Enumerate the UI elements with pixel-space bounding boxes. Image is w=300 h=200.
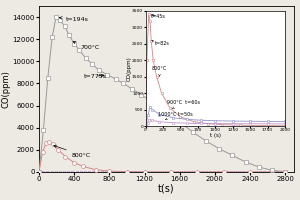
Text: t=194s: t=194s <box>59 17 88 22</box>
Text: t=45s: t=45s <box>151 14 166 19</box>
Y-axis label: CO(ppm): CO(ppm) <box>2 70 11 108</box>
Text: 800°C: 800°C <box>54 145 91 158</box>
Text: 1000°C t=50s: 1000°C t=50s <box>158 112 193 120</box>
Text: 800°C: 800°C <box>152 66 167 77</box>
Text: t=82s: t=82s <box>152 40 170 46</box>
X-axis label: t(s): t(s) <box>158 184 175 194</box>
Text: 700°C: 700°C <box>73 41 100 50</box>
Text: 900°C  t=60s: 900°C t=60s <box>167 100 200 109</box>
Y-axis label: CO(ppm): CO(ppm) <box>126 56 131 81</box>
X-axis label: t (s): t (s) <box>210 133 221 138</box>
Text: t=775s: t=775s <box>84 74 107 79</box>
